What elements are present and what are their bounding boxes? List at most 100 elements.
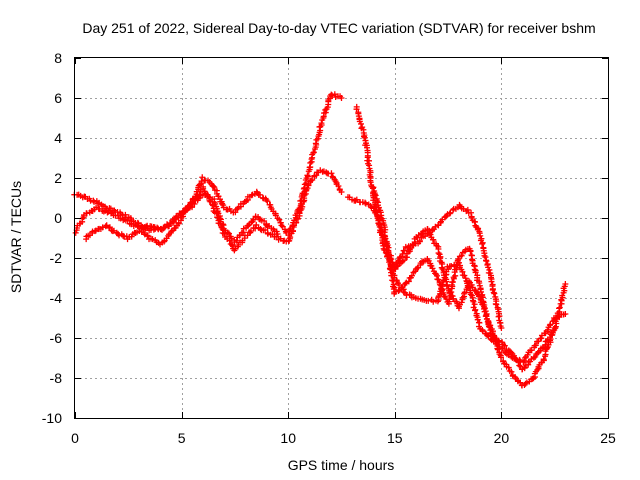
data-point: [436, 281, 443, 288]
data-point: [476, 279, 483, 286]
data-point: [144, 233, 151, 240]
data-point: [244, 232, 251, 239]
series-track-3: [83, 191, 281, 246]
data-point: [263, 196, 270, 203]
data-point: [374, 198, 381, 205]
x-tick-label: 5: [178, 430, 186, 446]
data-point: [471, 262, 478, 269]
data-point: [362, 199, 369, 206]
data-point: [461, 289, 468, 296]
data-point: [139, 224, 146, 231]
data-point: [416, 237, 423, 244]
data-point: [493, 301, 500, 308]
y-tick-label: 8: [54, 50, 62, 66]
data-point: [479, 241, 486, 248]
data-point: [435, 250, 442, 257]
data-point: [274, 231, 281, 237]
data-point: [277, 219, 284, 226]
data-point: [233, 237, 240, 244]
data-point: [544, 338, 551, 345]
series-track-7: [391, 201, 505, 331]
x-tick-label: 0: [71, 430, 79, 446]
data-point: [477, 232, 484, 239]
data-point: [551, 325, 558, 331]
chart-title: Day 251 of 2022, Sidereal Day-to-day VTE…: [82, 20, 595, 36]
data-point: [335, 182, 342, 189]
plot-border: [74, 57, 609, 419]
data-point: [359, 124, 366, 131]
data-point: [83, 210, 90, 217]
y-tick-label: 6: [54, 90, 62, 106]
data-point: [261, 218, 268, 225]
data-point: [372, 209, 379, 216]
data-point: [453, 262, 460, 269]
data-point: [562, 281, 569, 287]
data-point: [309, 176, 316, 183]
y-tick-label: 0: [54, 210, 62, 226]
data-point: [216, 215, 223, 222]
data-point: [385, 251, 392, 258]
data-point: [467, 291, 474, 298]
data-point: [211, 183, 218, 190]
data-point: [481, 305, 488, 312]
y-tick-label: -4: [50, 290, 63, 306]
data-point: [210, 183, 217, 190]
y-tick-label: 2: [54, 170, 62, 186]
data-point: [532, 342, 539, 349]
data-point: [382, 235, 389, 242]
data-point: [360, 133, 367, 140]
data-point: [458, 252, 465, 259]
data-point: [505, 364, 512, 371]
data-point: [154, 224, 161, 231]
data-point: [532, 353, 539, 360]
data-point: [91, 198, 98, 205]
y-tick-label: -8: [50, 370, 63, 386]
data-point: [483, 258, 490, 265]
data-point: [182, 207, 189, 214]
data-point: [547, 321, 554, 328]
data-point: [338, 95, 345, 101]
data-point: [501, 342, 508, 349]
data-point: [534, 366, 541, 373]
data-point: [458, 299, 465, 306]
series-track-4: [353, 103, 569, 366]
data-point: [515, 359, 522, 366]
data-point: [556, 305, 563, 312]
data-point: [102, 223, 109, 230]
data-point: [252, 225, 259, 232]
data-point: [546, 334, 553, 341]
data-point: [461, 272, 468, 279]
data-point: [485, 323, 492, 330]
x-axis-title: GPS time / hours: [288, 457, 395, 473]
series-track-5: [344, 194, 569, 389]
data-point: [435, 276, 442, 283]
data-point: [399, 250, 406, 257]
data-point: [472, 307, 479, 314]
data-point: [377, 214, 384, 221]
y-tick-label: -2: [50, 250, 63, 266]
data-point: [149, 236, 156, 243]
data-point: [307, 159, 314, 166]
data-point: [496, 351, 503, 358]
y-tick-label: 4: [54, 130, 62, 146]
data-point: [491, 290, 498, 297]
x-tick-label: 25: [600, 430, 616, 446]
data-point: [408, 272, 415, 279]
data-point: [328, 170, 335, 177]
data-point: [106, 224, 113, 231]
data-point: [478, 288, 485, 295]
data-point: [376, 221, 383, 228]
data-point: [304, 185, 311, 192]
y-tick-label: -10: [42, 410, 62, 426]
data-point: [387, 266, 394, 273]
data-point: [257, 191, 264, 198]
data-point: [331, 91, 338, 98]
y-tick-labels: -10 -8 -6 -4 -2 0 2 4 6 8: [42, 50, 62, 426]
data-point: [395, 287, 402, 294]
data-point: [304, 172, 311, 179]
data-point: [99, 224, 106, 231]
data-point: [467, 248, 474, 255]
data-point: [464, 206, 471, 213]
data-point: [376, 221, 383, 228]
